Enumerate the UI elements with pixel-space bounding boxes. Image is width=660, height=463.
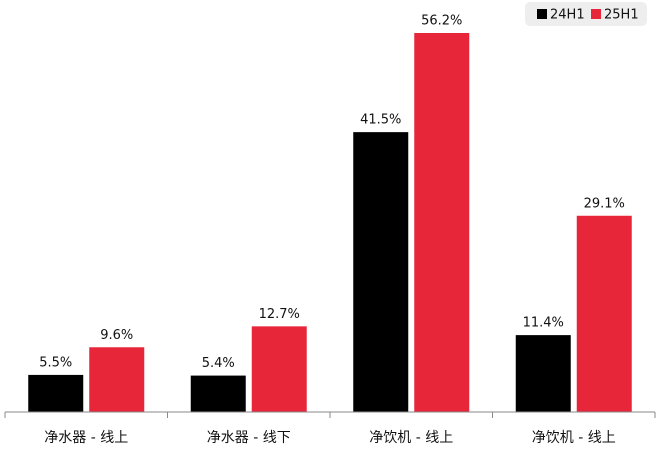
- legend-box: [525, 2, 647, 26]
- value-label: 5.5%: [39, 355, 72, 370]
- bar: [515, 335, 571, 412]
- x-tick-label: 净水器 - 线下: [207, 430, 291, 446]
- legend-label: 24H1: [550, 8, 585, 23]
- bar: [576, 215, 632, 412]
- bar: [190, 375, 246, 412]
- value-label: 29.1%: [584, 196, 625, 211]
- value-label: 56.2%: [421, 14, 462, 29]
- legend: 24H1 25H1: [525, 2, 647, 26]
- x-tick-label: 净水器 - 线上: [44, 430, 128, 446]
- value-label: 41.5%: [360, 113, 401, 128]
- x-tick-label: 净饮机 - 线上: [369, 430, 453, 446]
- value-label: 12.7%: [259, 307, 300, 322]
- x-tick-label: 净饮机 - 线上: [532, 430, 616, 446]
- bar: [28, 374, 84, 412]
- value-label: 5.4%: [202, 356, 235, 371]
- bar: [414, 33, 470, 412]
- bar: [251, 326, 307, 412]
- bar: [89, 347, 145, 412]
- legend-label: 25H1: [604, 8, 639, 23]
- value-label: 11.4%: [523, 316, 564, 331]
- legend-swatch: [591, 9, 601, 19]
- value-label: 9.6%: [100, 328, 133, 343]
- legend-swatch: [537, 9, 547, 19]
- bar: [353, 132, 409, 412]
